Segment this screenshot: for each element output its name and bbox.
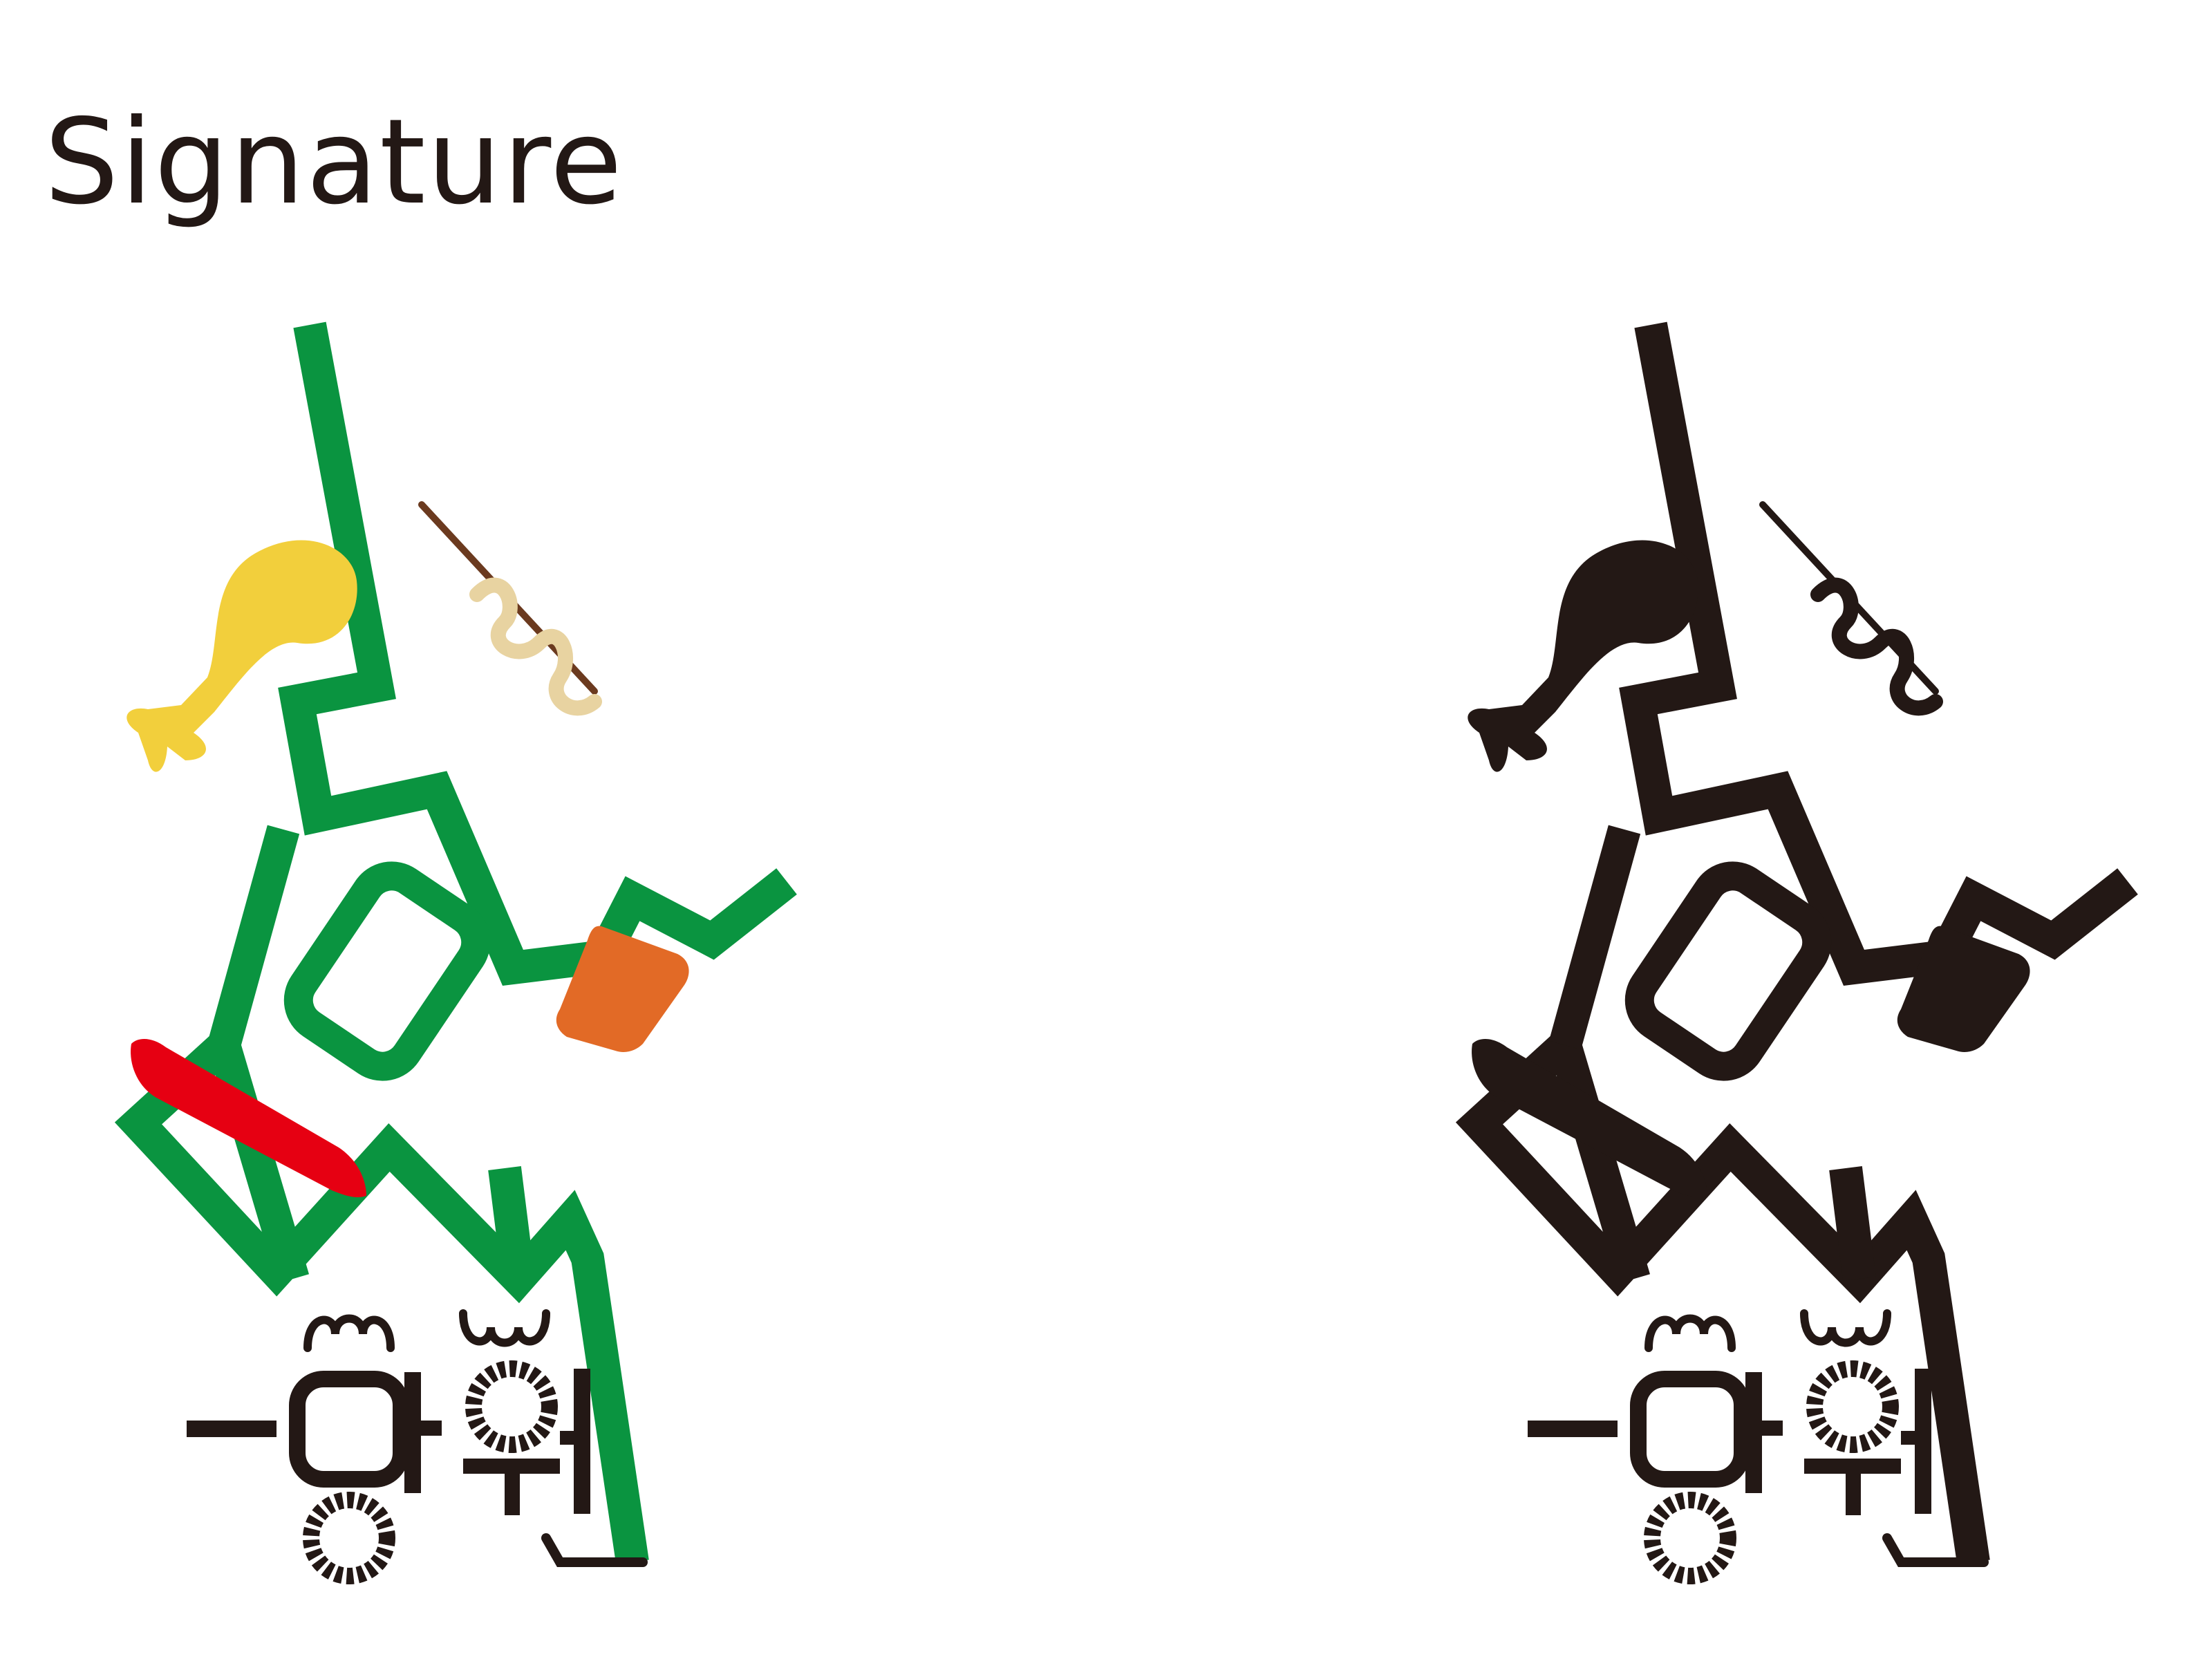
logo-color-art bbox=[126, 325, 787, 1576]
page-title: Signature bbox=[44, 94, 624, 231]
logo-color-version bbox=[48, 318, 878, 1597]
logo-monochrome-version bbox=[1389, 318, 2212, 1597]
logo-monochrome-art bbox=[1468, 325, 2128, 1576]
